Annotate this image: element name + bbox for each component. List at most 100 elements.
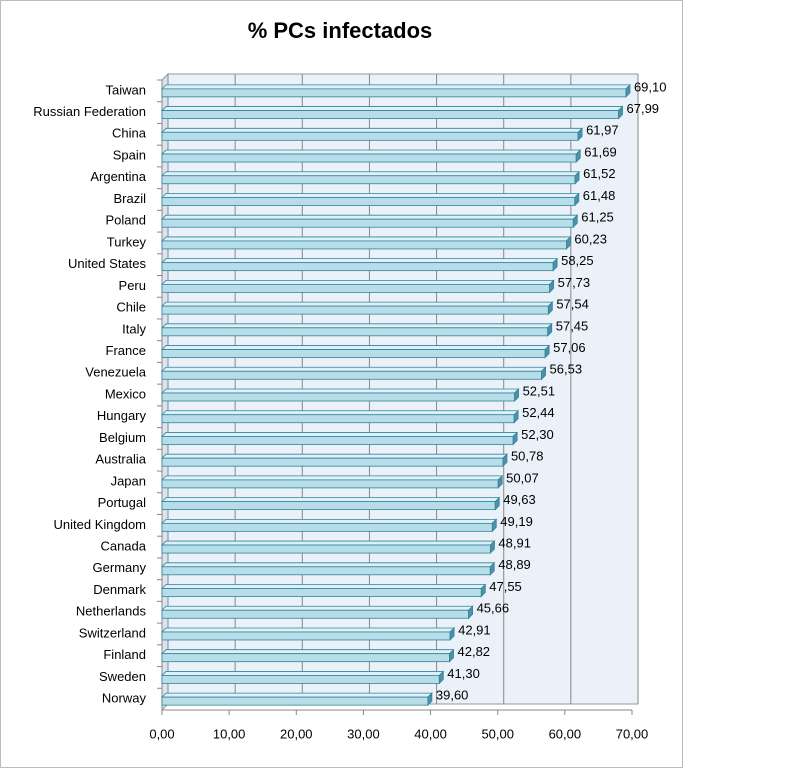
- bar: [161, 327, 549, 337]
- y-tick-label: Argentina: [90, 169, 146, 184]
- bar: [161, 696, 429, 706]
- bar: [161, 197, 576, 206]
- y-tick-label: Germany: [93, 560, 147, 575]
- bar-end: [480, 583, 486, 598]
- bar-top: [161, 692, 433, 698]
- bar-end: [544, 344, 550, 359]
- value-label: 52,44: [522, 405, 555, 420]
- value-label: 48,89: [498, 557, 531, 572]
- bar-top: [161, 671, 445, 676]
- bar: [161, 479, 499, 489]
- bar-top: [161, 562, 496, 568]
- value-label: 50,07: [506, 470, 539, 485]
- bar-end: [625, 83, 631, 98]
- bar: [161, 414, 515, 424]
- bar-top: [161, 127, 584, 133]
- value-label: 48,91: [498, 536, 531, 551]
- bar: [161, 240, 567, 250]
- bar-end: [547, 301, 553, 316]
- bar-end: [449, 626, 455, 641]
- bar: [161, 88, 627, 98]
- y-tick-label: United Kingdom: [54, 517, 147, 532]
- y-tick-label: Venezuela: [85, 365, 146, 380]
- value-label: 57,54: [556, 297, 589, 312]
- bar: [161, 153, 577, 163]
- value-label: 41,30: [447, 666, 480, 681]
- value-label: 57,73: [558, 275, 591, 290]
- bar-top: [161, 453, 508, 459]
- bar: [161, 392, 515, 402]
- bar-end: [574, 192, 580, 207]
- bar-top: [161, 366, 547, 372]
- bar: [161, 218, 574, 228]
- bar-end: [572, 214, 578, 229]
- value-label: 52,51: [523, 383, 556, 398]
- bar: [161, 566, 491, 576]
- bar-end: [513, 409, 519, 424]
- bar-end: [494, 496, 500, 511]
- y-tick-label: Japan: [111, 473, 146, 488]
- bar-end: [491, 518, 497, 533]
- value-label: 39,60: [436, 688, 469, 703]
- y-tick-label: Brazil: [113, 191, 146, 206]
- bar-end: [575, 149, 581, 164]
- bar: [161, 588, 482, 597]
- value-label: 42,82: [458, 644, 491, 659]
- y-tick-label: Canada: [100, 539, 146, 554]
- y-tick-label: Portugal: [98, 495, 147, 510]
- value-label: 50,78: [511, 449, 544, 464]
- bar: [161, 349, 546, 358]
- y-tick-label: Peru: [119, 278, 146, 293]
- y-tick-label: Mexico: [105, 386, 146, 401]
- y-tick-label: Australia: [95, 452, 146, 467]
- y-tick-label: Chile: [116, 300, 146, 315]
- bar: [161, 305, 549, 315]
- chart-title: % PCs infectados: [248, 18, 433, 43]
- value-label: 45,66: [477, 601, 510, 616]
- bar: [161, 653, 450, 663]
- y-tick-label: Netherlands: [76, 604, 147, 619]
- x-tick-label: 60,00: [549, 726, 582, 741]
- bar: [161, 544, 491, 554]
- value-label: 61,52: [583, 166, 616, 181]
- bar-top: [161, 149, 582, 155]
- y-tick-label: Norway: [102, 691, 147, 706]
- bar-end: [489, 540, 495, 555]
- x-tick-label: 40,00: [414, 726, 447, 741]
- bar-top: [161, 171, 581, 177]
- bar-top: [161, 432, 519, 437]
- bar-top: [161, 345, 551, 350]
- bar: [161, 522, 493, 532]
- y-tick-label: United States: [68, 256, 147, 271]
- bar-end: [502, 453, 508, 468]
- bar: [161, 131, 579, 141]
- bar: [161, 675, 440, 684]
- bar-end: [468, 605, 473, 620]
- bar: [161, 501, 496, 511]
- bar-top: [161, 540, 496, 546]
- y-tick-label: Sweden: [99, 669, 146, 684]
- value-label: 67,99: [627, 101, 660, 116]
- bar-top: [161, 258, 559, 264]
- x-tick-label: 10,00: [213, 726, 246, 741]
- bar-top: [161, 301, 554, 307]
- bar-end: [549, 279, 555, 294]
- bar-end: [512, 431, 518, 446]
- y-tick-label: Poland: [106, 213, 146, 228]
- y-tick-label: France: [106, 343, 146, 358]
- bar-top: [161, 605, 474, 611]
- y-tick-label: Italy: [122, 321, 146, 336]
- bar-end: [427, 692, 433, 707]
- value-label: 47,55: [489, 579, 522, 594]
- y-tick-label: Russian Federation: [33, 104, 146, 119]
- x-tick-label: 30,00: [347, 726, 380, 741]
- bar-end: [438, 670, 444, 685]
- y-tick-label: Hungary: [97, 408, 147, 423]
- bar: [161, 457, 504, 467]
- x-tick-label: 70,00: [616, 726, 649, 741]
- bar-top: [161, 279, 555, 285]
- bar-top: [161, 388, 520, 394]
- value-label: 61,97: [586, 123, 619, 138]
